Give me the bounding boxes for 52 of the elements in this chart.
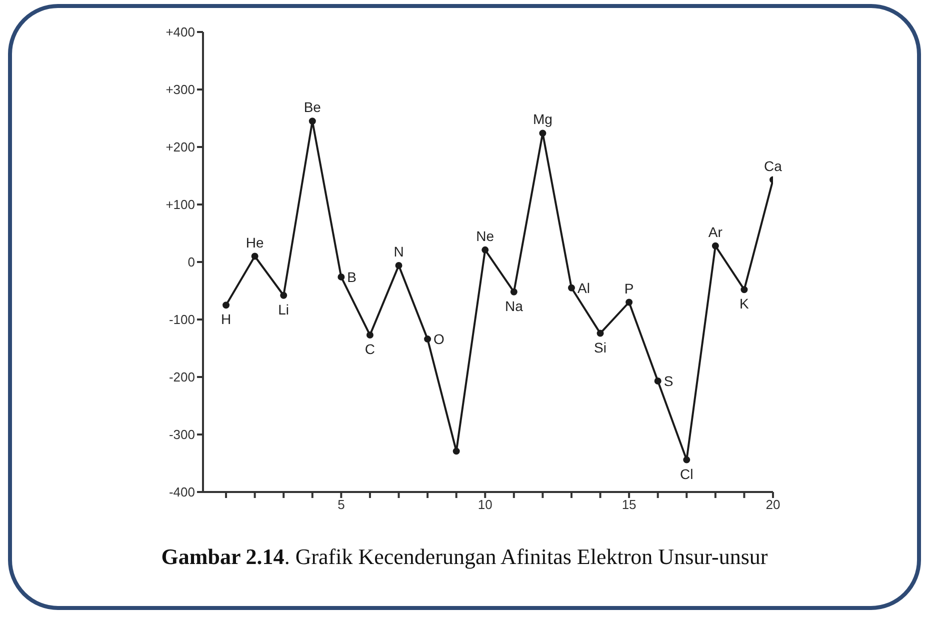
annotation: S [664,373,674,390]
y-tick-label: -200 [168,370,195,385]
annotation: P [624,280,634,296]
annotation: B [347,268,357,285]
point [366,332,374,339]
point [510,288,518,296]
annotation: Ar [708,224,723,240]
point [424,336,432,343]
point [251,252,258,260]
annotation: H [220,311,232,328]
point [596,330,604,337]
annotation: Ca [764,158,782,174]
y-tick-label: 0 [188,254,195,270]
x-tick-label: 5 [338,497,345,512]
annotation: O [434,331,445,348]
point [308,118,316,125]
point [280,292,288,299]
annotation: Mg [532,111,552,128]
y-tick-label: +100 [166,197,195,212]
annotation: Al [577,280,590,296]
point [654,378,662,385]
annotation: Si [594,339,606,356]
point [626,298,633,306]
point [740,286,748,294]
point [712,242,719,250]
point [683,456,690,464]
point [482,246,489,254]
y-tick-label: +200 [166,140,195,155]
y-tick-label: +300 [166,82,195,98]
point [539,130,546,137]
x-tick-label: 20 [766,497,780,512]
annotation: K [740,296,750,312]
y-tick-label: +400 [166,24,195,40]
point [568,284,575,292]
annotation: Be [304,99,322,116]
x-tick-label: 15 [622,497,636,512]
annotation: Ne [476,228,494,244]
text: Gambar 2.14. Grafik Kecenderungan Afinitas Elektron Unsur-unsur [161,544,768,569]
annotation: Na [504,298,524,314]
point [222,302,230,309]
point [338,273,345,280]
x-tick-label: 10 [478,497,492,512]
annotation: Li [278,301,290,318]
point [395,262,402,269]
annotation: N [394,243,404,260]
annotation: He [246,234,264,250]
point [452,448,460,455]
annotation: Cl [680,466,694,482]
y-tick-label: -400 [168,484,195,500]
y-tick-label: -300 [168,427,195,442]
y-tick-label: -100 [168,312,195,328]
annotation: C [364,341,376,358]
